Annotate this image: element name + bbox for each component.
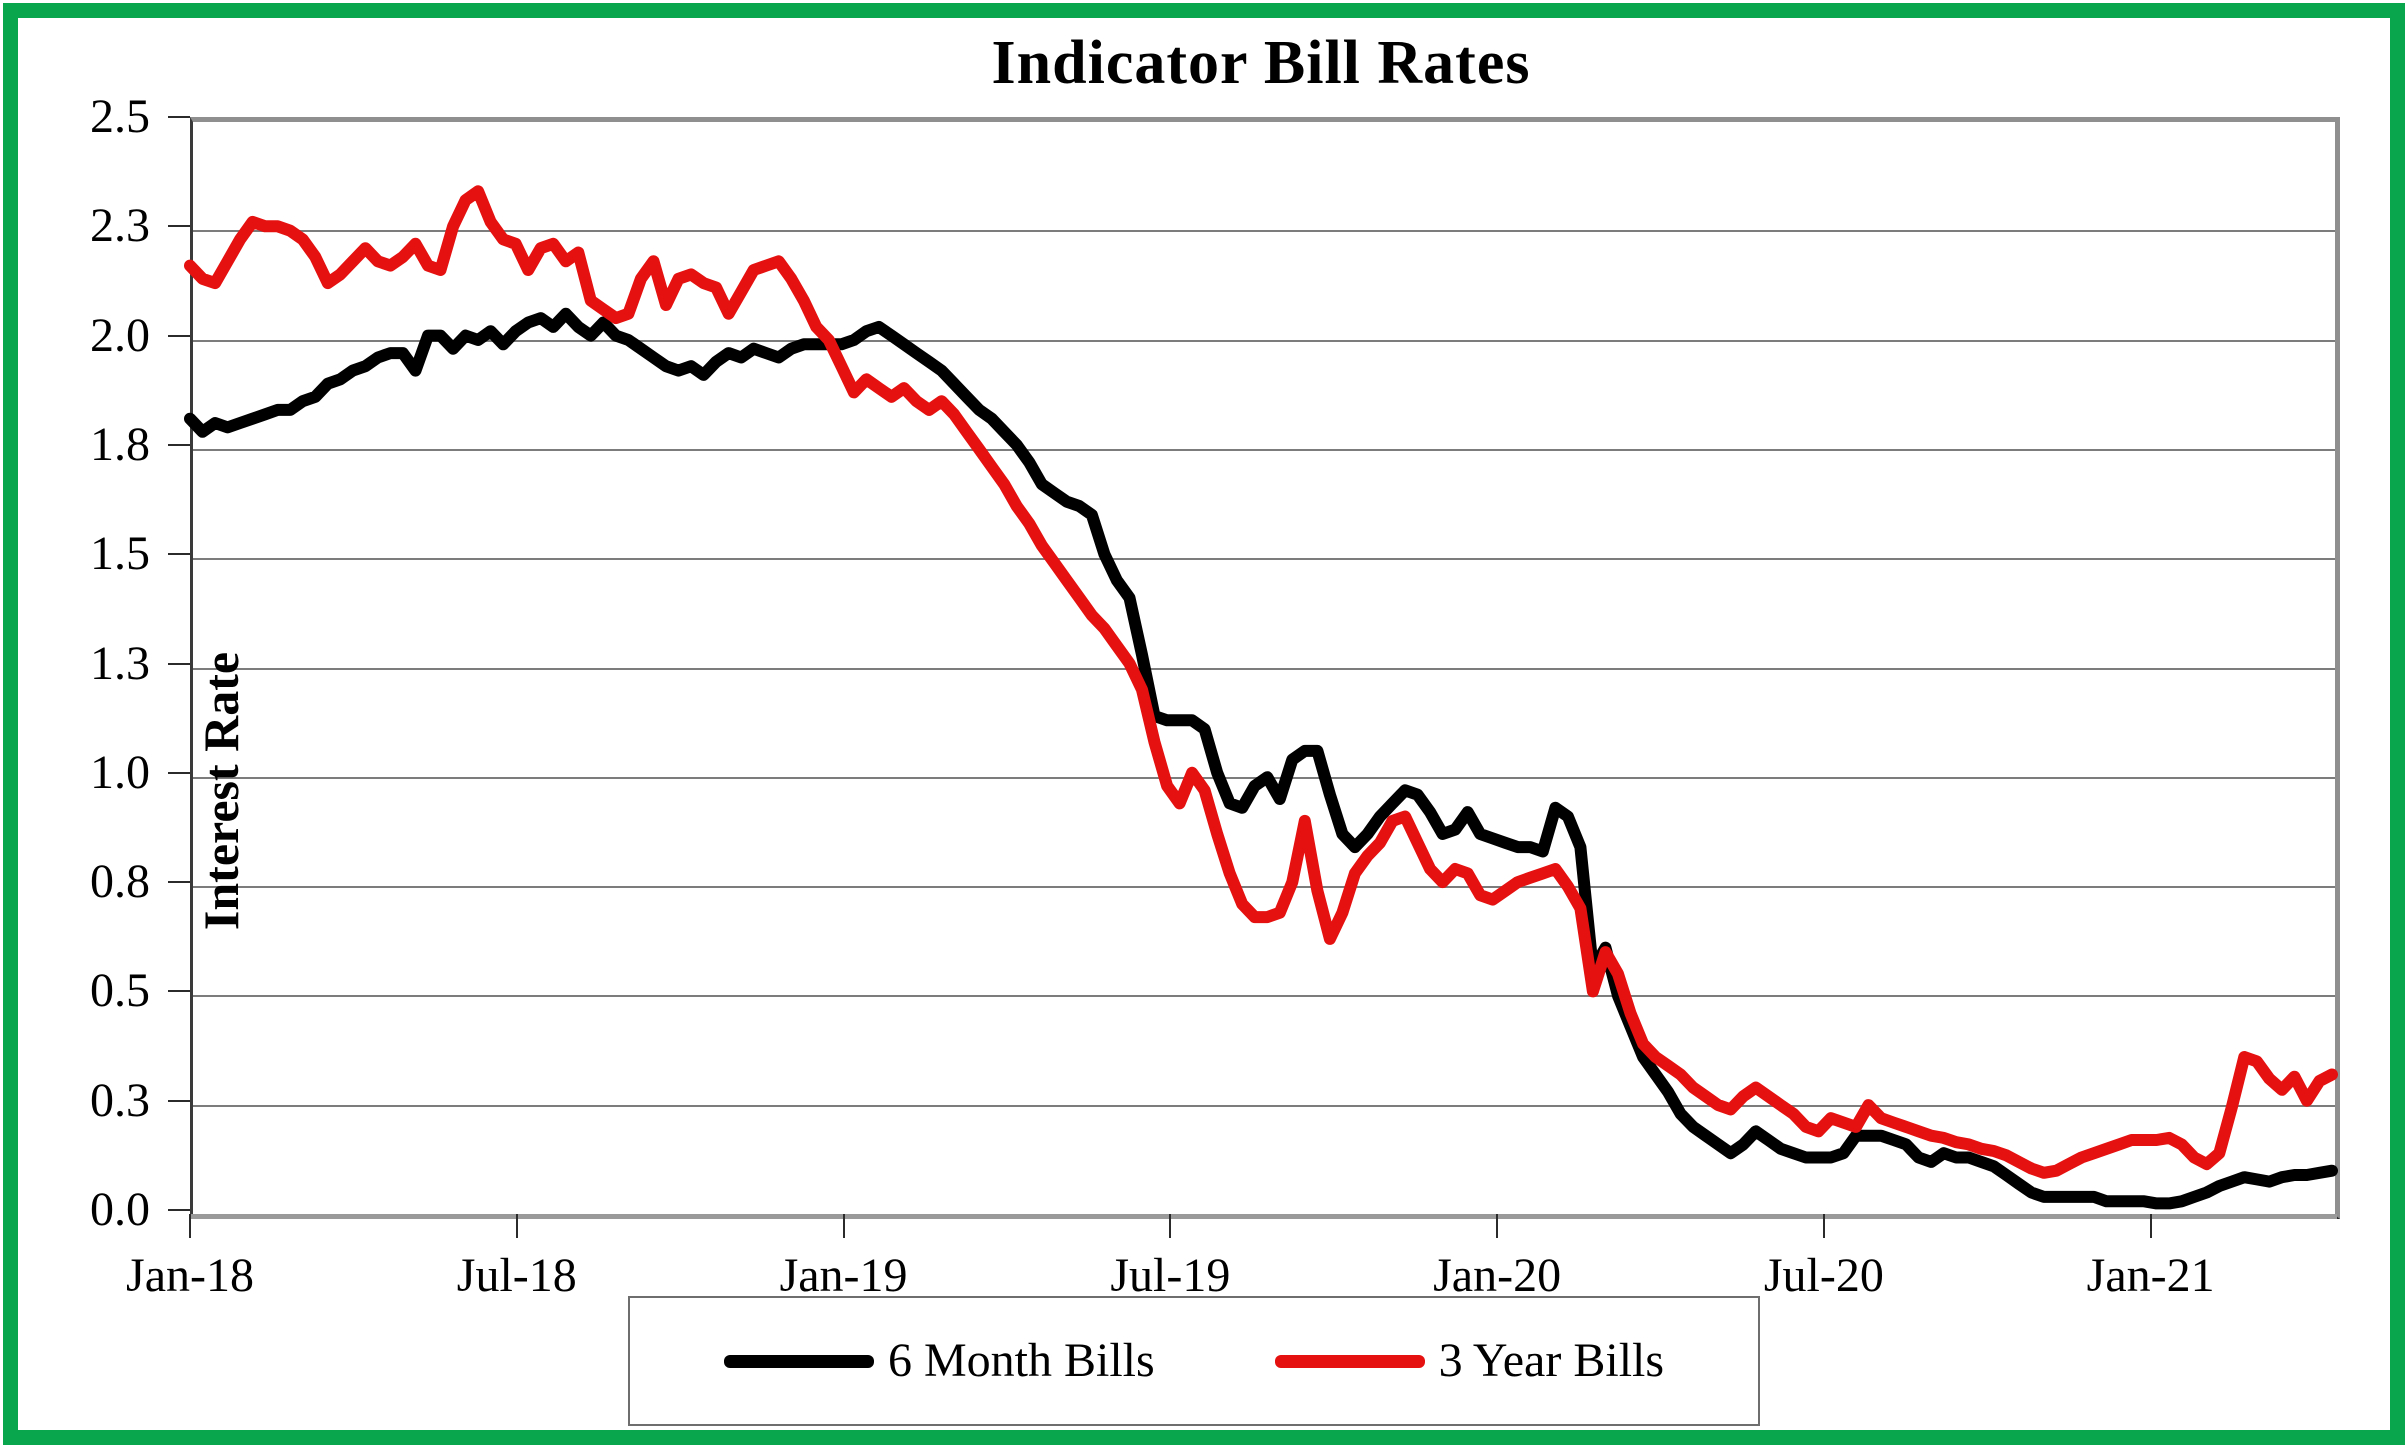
- x-tick-label: Jul-18: [456, 1249, 577, 1302]
- y-axis-tick: [168, 334, 190, 337]
- y-axis-tick: [168, 990, 190, 993]
- legend-item: 6 Month Bills: [723, 1334, 1155, 1387]
- x-tick-label: Jan-18: [126, 1249, 254, 1302]
- gridline: [193, 448, 2335, 451]
- x-tick-label: Jul-20: [1763, 1249, 1884, 1302]
- y-axis-tick: [168, 881, 190, 884]
- y-tick-label: 2.3: [90, 199, 150, 253]
- chart-title: Indicator Bill Rates: [991, 29, 1531, 97]
- x-axis-shadow-line: [190, 1214, 2337, 1219]
- x-tick-label: Jul-19: [1110, 1249, 1231, 1302]
- legend-box: 6 Month Bills 3 Year Bills: [628, 1296, 1760, 1426]
- y-tick-label: 2.5: [90, 90, 150, 143]
- gridline: [193, 995, 2335, 998]
- gridline: [193, 339, 2335, 342]
- y-axis-tick: [168, 771, 190, 774]
- gridline: [193, 230, 2335, 233]
- gridline: [193, 558, 2335, 561]
- legend-line-sample: [1274, 1354, 1425, 1368]
- y-tick-label: 0.0: [90, 1183, 150, 1236]
- x-axis-tick: [189, 1214, 191, 1238]
- y-axis-tick: [168, 662, 190, 665]
- y-tick-label: 1.8: [90, 417, 150, 471]
- gridline: [193, 886, 2335, 889]
- x-axis-tick: [1822, 1214, 1825, 1238]
- y-axis-tick: [168, 225, 190, 228]
- x-axis-tick: [515, 1214, 518, 1238]
- y-tick-label: 0.5: [90, 964, 150, 1018]
- y-tick-label: 1.3: [90, 636, 150, 690]
- series-line-6-month-bills: [184, 307, 2338, 1210]
- x-axis-tick: [1496, 1214, 1499, 1238]
- x-tick-label: Jan-20: [1433, 1249, 1562, 1302]
- y-axis-tick: [168, 116, 190, 118]
- y-axis-tick: [168, 1209, 190, 1211]
- y-tick-label: 1.0: [90, 745, 150, 799]
- legend-item: 3 Year Bills: [1274, 1334, 1665, 1387]
- legend-label: 3 Year Bills: [1438, 1334, 1665, 1387]
- y-tick-label: 0.8: [90, 855, 150, 909]
- y-tick-label: 2.0: [90, 308, 150, 362]
- y-axis-tick: [168, 553, 190, 556]
- gridline: [193, 1104, 2335, 1107]
- y-tick-label: 1.5: [90, 527, 150, 581]
- x-axis-tick: [842, 1214, 845, 1238]
- y-axis-tick: [168, 1099, 190, 1102]
- y-axis-tick: [168, 443, 190, 446]
- x-tick-label: Jan-19: [779, 1249, 908, 1302]
- x-axis-tick: [2149, 1214, 2152, 1238]
- legend-label: 6 Month Bills: [887, 1334, 1155, 1387]
- x-axis-tick: [1169, 1214, 1172, 1238]
- y-tick-label: 0.3: [90, 1073, 150, 1127]
- x-tick-label: Jan-21: [2086, 1249, 2215, 1302]
- legend-line-sample: [723, 1354, 874, 1368]
- series-line-3-year-bills: [184, 185, 2338, 1179]
- gridline: [193, 667, 2335, 670]
